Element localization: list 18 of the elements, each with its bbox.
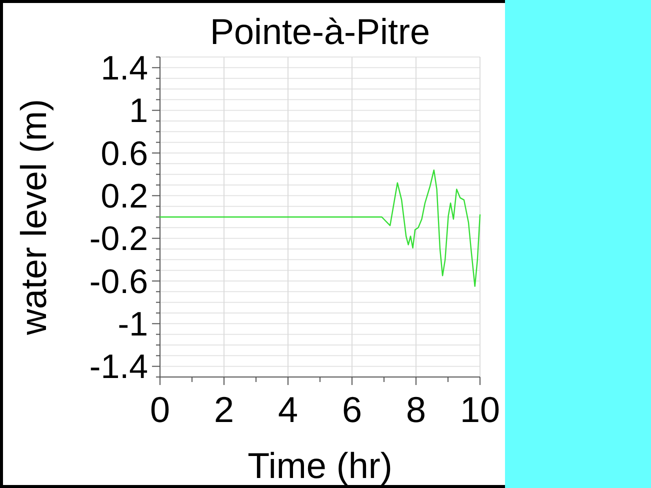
x-tick-label: 10 (460, 389, 500, 430)
x-tick-label: 6 (342, 389, 362, 430)
y-tick-label: 1.4 (100, 50, 148, 88)
y-tick-label: 0.6 (100, 134, 148, 173)
chart-title: Pointe-à-Pitre (210, 11, 430, 52)
y-tick-label: 1 (129, 92, 148, 130)
y-tick-label: 0.2 (100, 178, 148, 216)
y-tick-label: -0.6 (89, 262, 148, 301)
x-tick-label: 4 (278, 389, 298, 430)
y-tick-label: -1.4 (89, 348, 148, 386)
y-axis-title: water level (m) (13, 98, 54, 336)
x-axis-title: Time (hr) (248, 445, 392, 486)
x-tick-label: 0 (150, 389, 170, 430)
y-tick-label: -1 (118, 306, 148, 344)
y-tick-label: -0.2 (89, 220, 148, 258)
x-tick-label: 8 (406, 389, 426, 430)
x-tick-label: 2 (214, 389, 234, 430)
line-series (159, 169, 481, 287)
